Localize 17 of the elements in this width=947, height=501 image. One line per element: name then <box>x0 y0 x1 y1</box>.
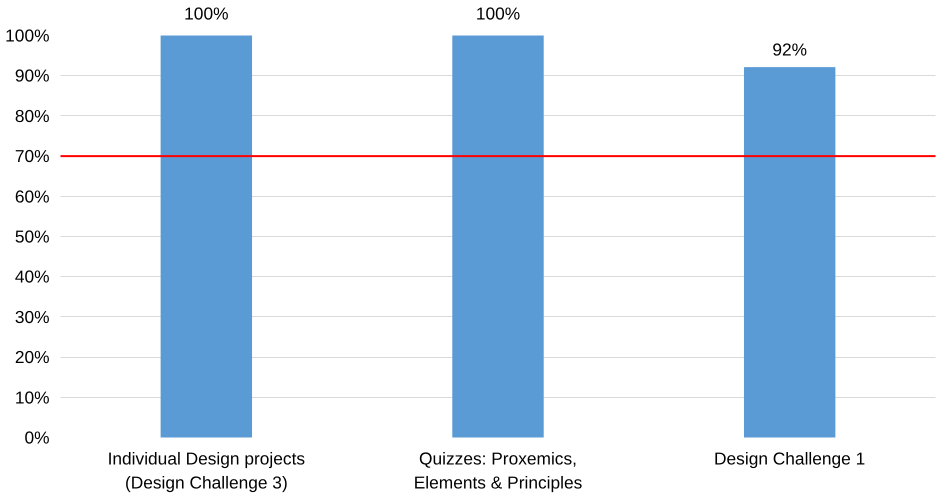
y-tick-label: 80% <box>14 106 50 126</box>
y-tick-label: 60% <box>14 186 50 206</box>
x-tick-label: Quizzes: Proxemics, Elements & Principles <box>414 448 583 492</box>
y-tick-label: 10% <box>14 387 50 408</box>
x-tick-label: Individual Design projects (Design Challenge 3) <box>108 448 306 492</box>
y-tick-label: 40% <box>14 266 50 287</box>
y-tick-label: 30% <box>14 306 50 327</box>
data-label: 92% <box>772 40 808 60</box>
data-label: 100% <box>184 4 228 24</box>
y-tick-label: 20% <box>14 347 50 368</box>
y-tick-label: 50% <box>14 226 50 246</box>
y-tick-label: 0% <box>24 428 50 448</box>
data-label: 100% <box>476 4 520 24</box>
y-tick-label: 100% <box>5 26 50 46</box>
x-tick-label: Design Challenge 1 <box>714 448 866 468</box>
y-tick-label: 70% <box>14 146 50 166</box>
y-tick-label: 90% <box>14 66 50 86</box>
